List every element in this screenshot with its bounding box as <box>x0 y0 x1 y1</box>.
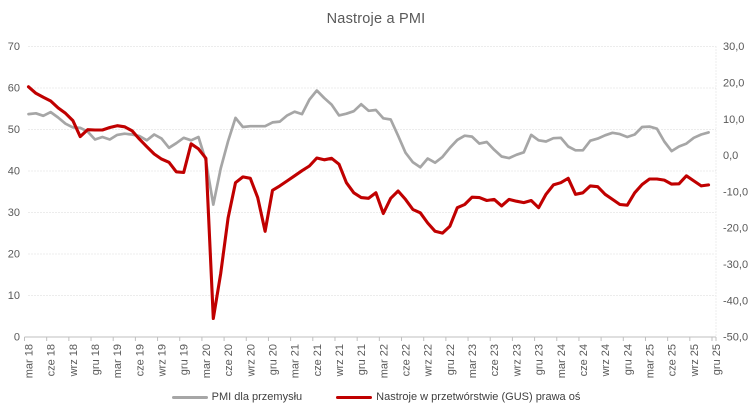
x-axis-tick: mar 19 <box>112 344 124 378</box>
x-axis-tick: wrz 21 <box>334 344 346 377</box>
left-axis-tick: 50 <box>8 124 20 136</box>
x-axis-tick: cze 21 <box>312 344 324 376</box>
gus-line-swatch <box>336 395 373 399</box>
chart-title: Nastroje a PMI <box>326 11 426 27</box>
x-axis-tick: cze 19 <box>134 344 146 376</box>
x-axis-tick: mar 18 <box>24 344 36 378</box>
x-axis-tick: mar 25 <box>644 344 656 378</box>
right-axis-tick: -20,0 <box>723 223 748 235</box>
x-axis-tick: mar 21 <box>290 344 302 378</box>
right-axis-tick: 10,0 <box>723 114 744 126</box>
left-axis-tick: 20 <box>8 249 20 261</box>
x-axis-tick: wrz 24 <box>600 344 612 377</box>
x-axis-tick: cze 20 <box>223 344 235 376</box>
legend-label-pmi: PMI dla przemysłu <box>211 391 303 403</box>
gus-series-line <box>26 85 711 321</box>
x-axis-tick-labels: mar 18 cze 18 wrz 18 gru 18 mar 19 cze 19 wrz … <box>24 344 724 378</box>
pmi-line-swatch <box>171 395 208 399</box>
x-axis-tick: cze 25 <box>667 344 679 376</box>
right-axis-tick: -40,0 <box>723 295 748 307</box>
x-axis-tick: gru 23 <box>534 344 546 375</box>
right-axis-tick-labels: 30,0 20,0 10,0 0,0 -10,0 -20,0 -30,0 -40,0 -50,0 <box>723 41 748 344</box>
left-axis-tick: 70 <box>8 41 20 53</box>
legend: PMI dla przemysłu Nastroje w przetwórstw… <box>0 391 752 403</box>
right-axis-tick: -10,0 <box>723 186 748 198</box>
right-axis-tick: -30,0 <box>723 259 748 271</box>
left-axis-tick: 60 <box>8 83 20 95</box>
left-axis-tick: 40 <box>8 166 20 178</box>
left-axis-tick: 10 <box>8 290 20 302</box>
x-axis-tick: wrz 23 <box>511 344 523 377</box>
x-axis-tick: gru 22 <box>445 344 457 375</box>
right-axis-tick: 20,0 <box>723 77 744 89</box>
left-axis-tick: 0 <box>14 332 20 344</box>
pmi-series-line <box>27 89 710 206</box>
x-axis-tick: gru 20 <box>267 344 279 375</box>
gridlines <box>28 46 717 338</box>
x-axis-line <box>24 336 717 341</box>
legend-item-gus: Nastroje w przetwórstwie (GUS) prawa oś <box>336 391 580 403</box>
right-axis-tick: -50,0 <box>723 332 748 344</box>
right-axis-tick: 0,0 <box>723 150 738 162</box>
x-axis-tick: wrz 18 <box>68 344 80 377</box>
x-axis-tick: wrz 22 <box>423 344 435 377</box>
x-axis-tick: gru 24 <box>622 344 634 375</box>
x-axis-tick: gru 21 <box>356 344 368 375</box>
legend-label-gus: Nastroje w przetwórstwie (GUS) prawa oś <box>376 391 581 403</box>
x-axis-tick: gru 18 <box>90 344 102 375</box>
x-axis-tick: mar 20 <box>201 344 213 378</box>
x-axis-tick: wrz 19 <box>157 344 169 377</box>
left-axis-tick-labels: 0 10 20 30 40 50 60 70 <box>8 41 20 344</box>
x-axis-tick: cze 24 <box>578 344 590 376</box>
x-axis-tick: mar 23 <box>467 344 479 378</box>
x-axis-tick: cze 22 <box>401 344 413 376</box>
x-axis-tick: mar 22 <box>378 344 390 378</box>
x-axis-tick: wrz 25 <box>689 344 701 377</box>
legend-item-pmi: PMI dla przemysłu <box>171 391 303 403</box>
x-axis-tick: wrz 20 <box>245 344 257 377</box>
x-axis-tick: mar 24 <box>556 344 568 378</box>
x-axis-tick: cze 23 <box>489 344 501 376</box>
x-axis-tick: cze 18 <box>46 344 58 376</box>
x-axis-tick: gru 25 <box>711 344 723 375</box>
left-axis-tick: 30 <box>8 207 20 219</box>
x-axis-tick: gru 19 <box>179 344 191 375</box>
right-axis-tick: 30,0 <box>723 41 744 53</box>
